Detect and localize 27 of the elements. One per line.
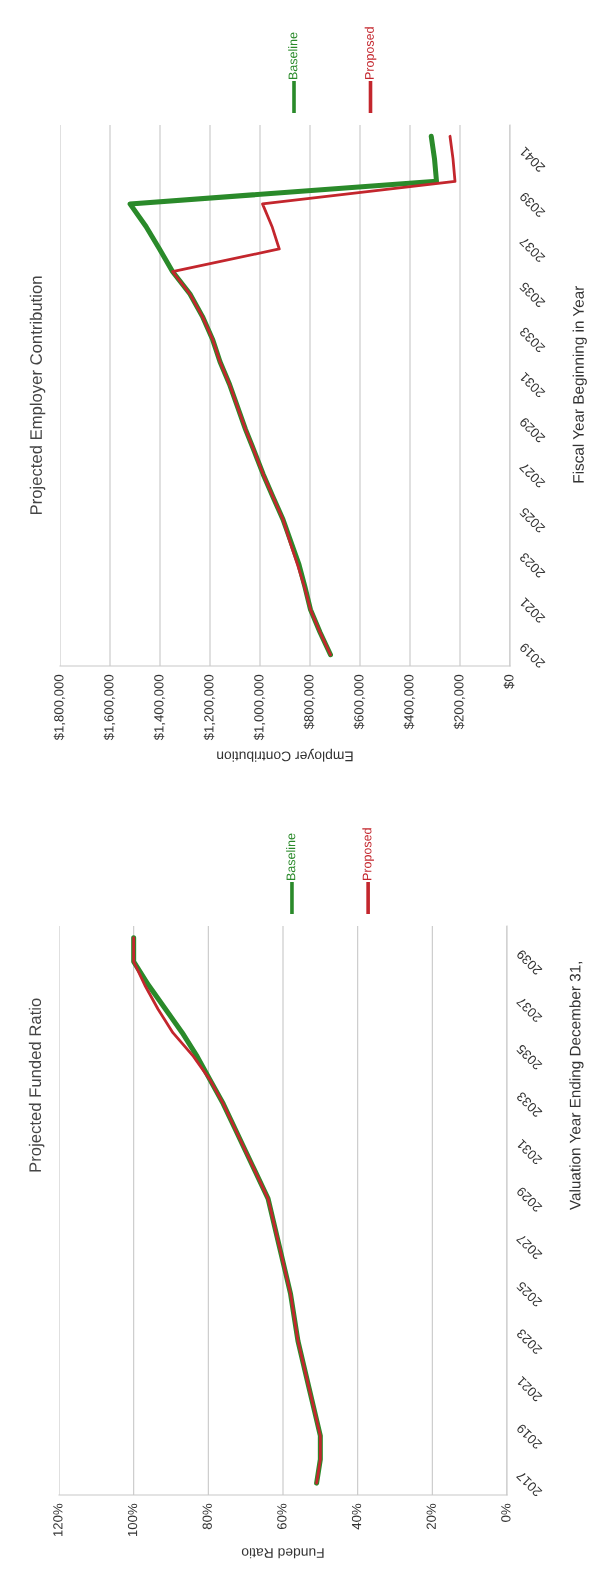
x-tick-label: 100% — [127, 1503, 138, 1537]
x-tick-label: $1,000,000 — [253, 674, 266, 741]
x-tick-label: 40% — [351, 1503, 362, 1530]
x-tick-label: $400,000 — [403, 674, 416, 730]
x-tick-label: 120% — [53, 1503, 63, 1537]
x-tick-label: $1,800,000 — [53, 674, 66, 741]
x-tick-label: 0% — [501, 1503, 511, 1522]
text: Projected Employer Contribution — [29, 276, 46, 515]
x-axis-title: Funded Ratio — [241, 1548, 324, 1559]
x-tick-label: 60% — [277, 1503, 287, 1530]
text: Proposed — [364, 27, 377, 79]
x-tick-label: $0 — [503, 674, 515, 689]
x-axis-title: Employer Contribution — [217, 748, 353, 762]
text: Proposed — [362, 828, 374, 880]
text: Baseline — [286, 833, 296, 880]
text: Baseline — [288, 32, 298, 79]
x-tick-label: $800,000 — [303, 674, 316, 730]
x-tick-label: $200,000 — [453, 674, 466, 730]
x-tick-label: $1,400,000 — [153, 674, 166, 741]
x-tick-label: $1,600,000 — [103, 674, 116, 741]
x-tick-label: 80% — [202, 1503, 212, 1530]
y-axis-title: Valuation Year Ending December 31, — [569, 961, 584, 1210]
y-axis-title: Fiscal Year Beginning in Year — [572, 285, 587, 483]
x-tick-label: $1,200,000 — [203, 674, 216, 741]
x-tick-label: 20% — [426, 1503, 436, 1530]
text: Projected Funded Ratio — [28, 998, 45, 1172]
x-tick-label: $600,000 — [353, 674, 366, 730]
